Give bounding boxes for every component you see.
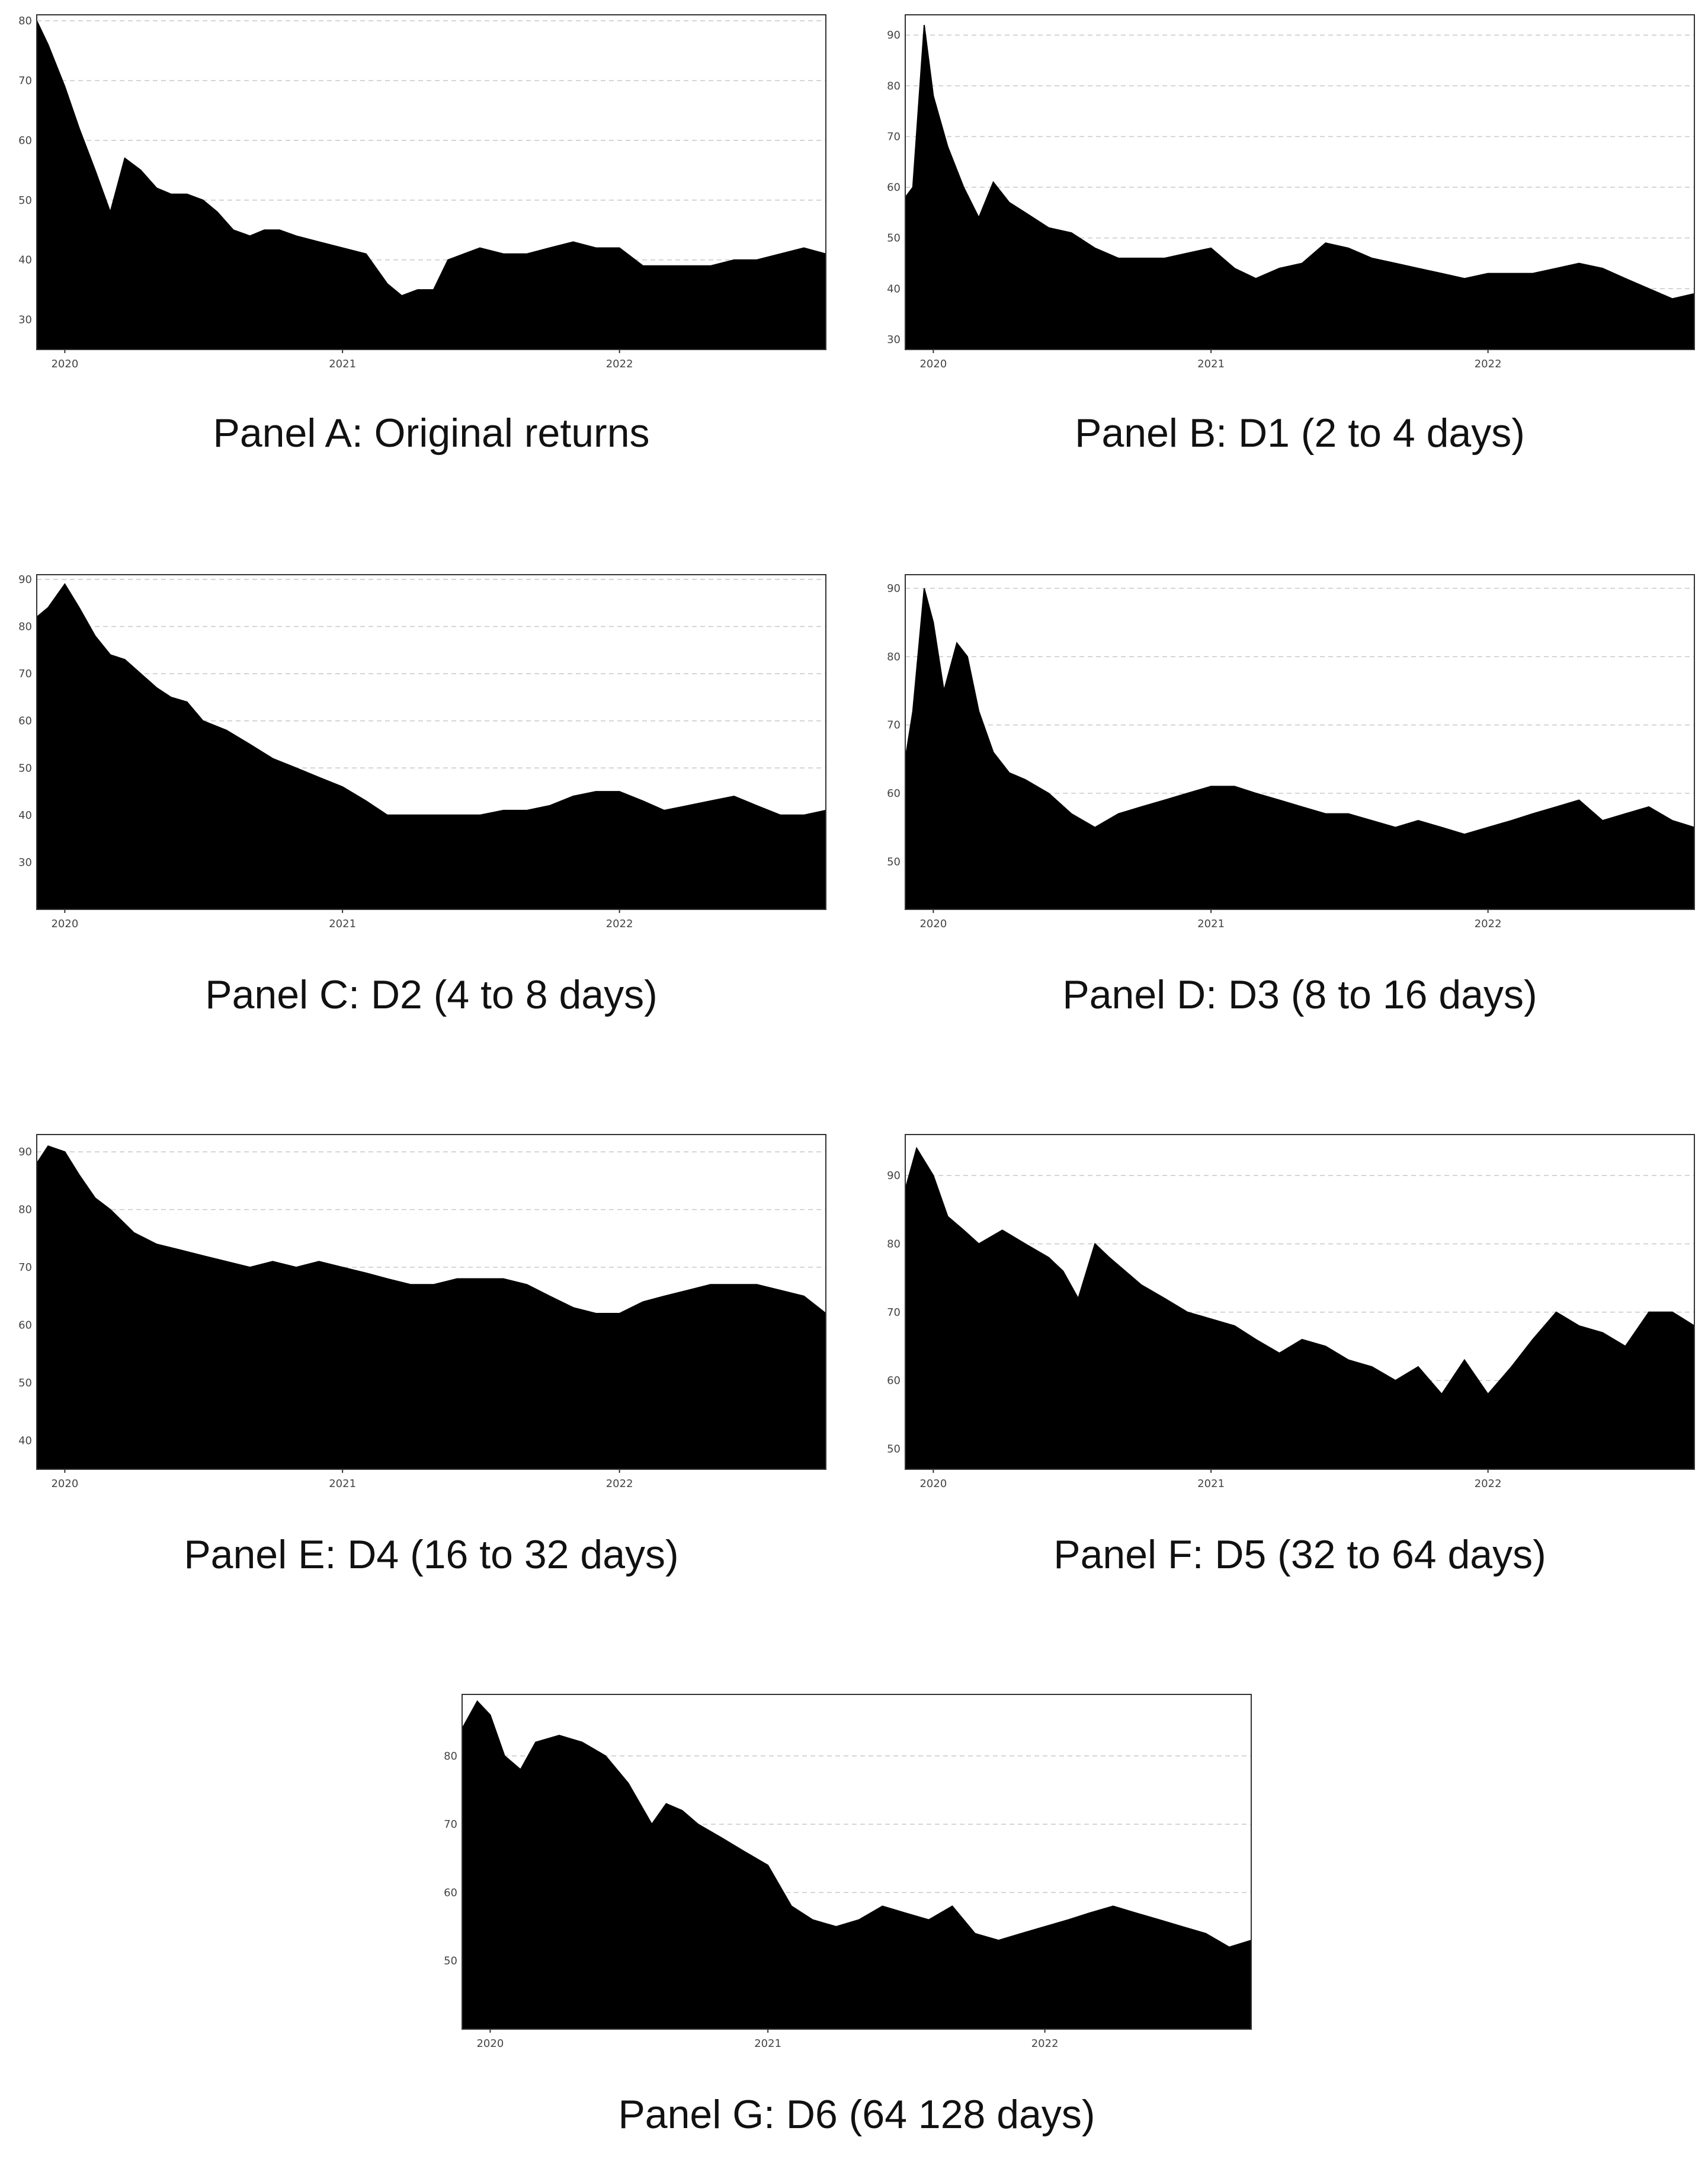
y-tick-label: 80 bbox=[444, 1750, 457, 1763]
y-tick-label: 40 bbox=[18, 254, 32, 267]
x-tick-label: 2021 bbox=[329, 358, 356, 370]
x-tick-label: 2021 bbox=[329, 1478, 356, 1490]
y-tick-label: 50 bbox=[887, 1443, 901, 1455]
panel-caption: Panel F: D5 (32 to 64 days) bbox=[1053, 1532, 1546, 1577]
panel-caption: Panel G: D6 (64 128 days) bbox=[618, 2092, 1095, 2137]
area-series bbox=[905, 1146, 1695, 1470]
panel-caption: Panel A: Original returns bbox=[213, 411, 650, 456]
chart-svg-4: 50 60 70 80 90 2020 2021 2022 bbox=[887, 574, 1695, 930]
x-tick-label: 2022 bbox=[606, 1478, 633, 1490]
y-tick-label: 50 bbox=[444, 1955, 457, 1968]
x-tick-label: 2020 bbox=[476, 2037, 504, 2050]
chart-svg-5: 40 50 60 70 80 90 2020 2021 2022 bbox=[18, 1134, 826, 1490]
x-tick-label: 2022 bbox=[1475, 358, 1502, 370]
x-tick-label: 2020 bbox=[51, 358, 78, 370]
y-tick-label: 40 bbox=[887, 283, 901, 295]
x-tick-label: 2020 bbox=[919, 358, 947, 370]
x-tick-label: 2022 bbox=[606, 358, 633, 370]
y-tick-label: 60 bbox=[18, 1319, 32, 1331]
y-tick-label: 90 bbox=[18, 573, 32, 586]
x-tick-label: 2021 bbox=[1197, 358, 1225, 370]
y-tick-label: 80 bbox=[887, 1238, 901, 1250]
y-tick-label: 90 bbox=[887, 582, 901, 595]
x-tick-label: 2021 bbox=[1197, 918, 1225, 930]
chart-svg-3: 30 40 50 60 70 80 90 2020 2021 2022 bbox=[18, 573, 826, 930]
chart-panel-3: 30 40 50 60 70 80 90 2020 2021 2022 bbox=[0, 573, 826, 945]
y-tick-label: 70 bbox=[887, 1306, 901, 1319]
area-series bbox=[905, 24, 1695, 350]
area-series bbox=[905, 588, 1695, 910]
x-tick-label: 2022 bbox=[1031, 2037, 1059, 2050]
y-tick-label: 70 bbox=[18, 668, 32, 680]
panel-caption: Panel B: D1 (2 to 4 days) bbox=[1075, 411, 1525, 456]
area-series bbox=[462, 1700, 1252, 2030]
x-tick-label: 2021 bbox=[329, 918, 356, 930]
y-tick-label: 60 bbox=[18, 134, 32, 147]
y-tick-label: 40 bbox=[18, 1434, 32, 1447]
chart-svg-6: 50 60 70 80 90 2020 2021 2022 bbox=[887, 1134, 1695, 1490]
x-tick-label: 2020 bbox=[919, 918, 947, 930]
x-tick-label: 2021 bbox=[754, 2037, 781, 2050]
y-tick-label: 70 bbox=[887, 130, 901, 143]
plot-frame bbox=[462, 1694, 1252, 2030]
x-tick-label: 2021 bbox=[1197, 1478, 1225, 1490]
y-tick-label: 70 bbox=[887, 719, 901, 732]
plot-frame bbox=[905, 14, 1695, 350]
y-tick-label: 70 bbox=[18, 1261, 32, 1274]
x-tick-label: 2020 bbox=[51, 918, 78, 930]
chart-panel-2: 30 40 50 60 70 80 90 2020 2021 2022 bbox=[858, 14, 1695, 385]
panel-caption: Panel C: D2 (4 to 8 days) bbox=[205, 972, 658, 1017]
y-tick-label: 30 bbox=[18, 314, 32, 326]
chart-svg-1: 30 40 50 60 70 80 2020 2021 2022 bbox=[18, 14, 826, 370]
area-series bbox=[36, 20, 826, 350]
y-tick-label: 60 bbox=[444, 1886, 457, 1899]
plot-frame bbox=[36, 574, 826, 910]
y-tick-label: 80 bbox=[887, 651, 901, 663]
y-tick-label: 80 bbox=[887, 80, 901, 92]
y-tick-label: 60 bbox=[887, 787, 901, 800]
y-tick-label: 60 bbox=[887, 1374, 901, 1387]
chart-panel-4: 50 60 70 80 90 2020 2021 2022 bbox=[858, 574, 1695, 945]
y-tick-label: 70 bbox=[18, 75, 32, 87]
area-series bbox=[36, 583, 826, 910]
panel-caption: Panel E: D4 (16 to 32 days) bbox=[184, 1532, 679, 1577]
panel-caption: Panel D: D3 (8 to 16 days) bbox=[1062, 972, 1537, 1017]
chart-panel-7: 50 60 70 80 2020 2021 2022 bbox=[415, 1694, 1252, 2065]
y-tick-label: 60 bbox=[887, 181, 901, 194]
chart-panel-5: 40 50 60 70 80 90 2020 2021 2022 bbox=[0, 1134, 826, 1505]
y-tick-label: 90 bbox=[887, 1169, 901, 1182]
y-tick-label: 50 bbox=[18, 1377, 32, 1389]
y-tick-label: 80 bbox=[18, 15, 32, 27]
y-tick-label: 50 bbox=[18, 762, 32, 774]
plot-frame bbox=[36, 1134, 826, 1470]
y-tick-label: 50 bbox=[887, 856, 901, 868]
x-tick-label: 2020 bbox=[51, 1478, 78, 1490]
plot-frame bbox=[905, 574, 1695, 910]
x-tick-label: 2022 bbox=[1475, 918, 1502, 930]
y-tick-label: 30 bbox=[18, 856, 32, 869]
plot-frame bbox=[36, 14, 826, 350]
y-tick-label: 50 bbox=[18, 194, 32, 207]
y-tick-label: 50 bbox=[887, 232, 901, 245]
y-tick-label: 60 bbox=[18, 715, 32, 728]
y-tick-label: 30 bbox=[887, 334, 901, 346]
y-tick-label: 80 bbox=[18, 621, 32, 633]
y-tick-label: 90 bbox=[18, 1146, 32, 1158]
x-tick-label: 2020 bbox=[919, 1478, 947, 1490]
chart-panel-6: 50 60 70 80 90 2020 2021 2022 bbox=[858, 1134, 1695, 1505]
x-tick-label: 2022 bbox=[606, 918, 633, 930]
y-tick-label: 80 bbox=[18, 1204, 32, 1216]
x-tick-label: 2022 bbox=[1475, 1478, 1502, 1490]
area-series bbox=[36, 1145, 826, 1470]
plot-frame bbox=[905, 1134, 1695, 1470]
chart-svg-2: 30 40 50 60 70 80 90 2020 2021 2022 bbox=[887, 14, 1695, 370]
chart-svg-7: 50 60 70 80 2020 2021 2022 bbox=[444, 1694, 1252, 2050]
y-tick-label: 40 bbox=[18, 809, 32, 822]
y-tick-label: 70 bbox=[444, 1818, 457, 1831]
chart-panel-1: 30 40 50 60 70 80 2020 2021 2022 bbox=[0, 14, 826, 385]
y-tick-label: 90 bbox=[887, 29, 901, 41]
